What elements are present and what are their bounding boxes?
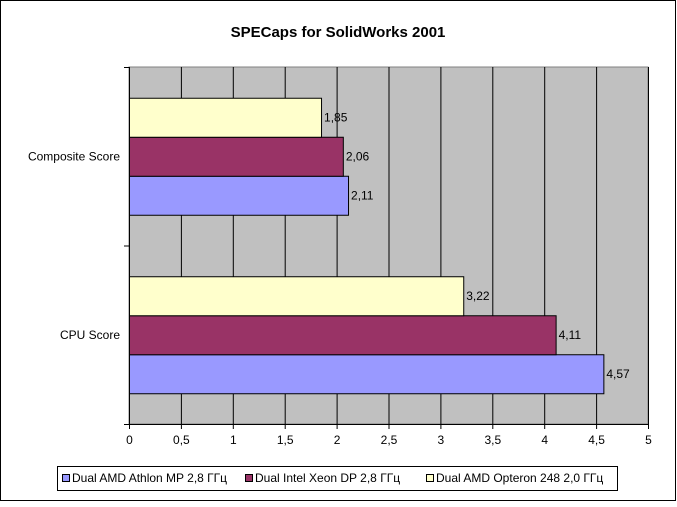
- x-tick-label: 0,5: [173, 433, 190, 447]
- legend-swatch: [245, 474, 253, 482]
- x-tick-label: 0: [126, 433, 133, 447]
- x-tick-label: 3,5: [484, 433, 501, 447]
- x-tick-label: 1,5: [277, 433, 294, 447]
- x-tick-label: 3: [438, 433, 445, 447]
- legend-label: Dual AMD Athlon MP 2,8 ГГц: [72, 471, 227, 485]
- data-label: 3,22: [466, 289, 490, 303]
- bars: 2,11 2,06 1,85 4,57 4,11 3,22: [129, 97, 630, 395]
- x-tick-label: 2,5: [381, 433, 398, 447]
- axes: 0 0,5 1 1,5 2 2,5 3 3,5 4 4,5 5 Composite Score CPU …: [28, 67, 652, 447]
- x-tick-label: 1: [230, 433, 237, 447]
- x-tick-label: 4: [541, 433, 548, 447]
- x-tick-label: 2: [334, 433, 341, 447]
- bar: [129, 136, 344, 177]
- bar: [129, 97, 323, 138]
- legend-label: Dual Intel Xeon DP 2,8 ГГц: [255, 471, 400, 485]
- bar: [129, 354, 605, 395]
- legend-swatch: [62, 474, 70, 482]
- x-tick-label: 4,5: [588, 433, 605, 447]
- chart-title: SPECaps for SolidWorks 2001: [231, 24, 446, 41]
- x-tick-label: 5: [645, 433, 652, 447]
- legend-box: [57, 466, 618, 491]
- data-label: 2,06: [346, 149, 370, 163]
- data-label: 1,85: [324, 110, 348, 124]
- category-label: Composite Score: [28, 149, 120, 163]
- bar: [129, 315, 557, 356]
- legend: Dual AMD Athlon MP 2,8 ГГц Dual Intel Xeo…: [57, 466, 618, 491]
- category-label: CPU Score: [60, 328, 120, 342]
- legend-swatch: [426, 474, 434, 482]
- data-label: 2,11: [351, 188, 374, 202]
- data-label: 4,11: [559, 328, 582, 342]
- legend-label: Dual AMD Opteron 248 2,0 ГГц: [436, 471, 603, 485]
- data-label: 4,57: [606, 367, 630, 381]
- bar: [129, 276, 465, 317]
- bar: [129, 175, 350, 216]
